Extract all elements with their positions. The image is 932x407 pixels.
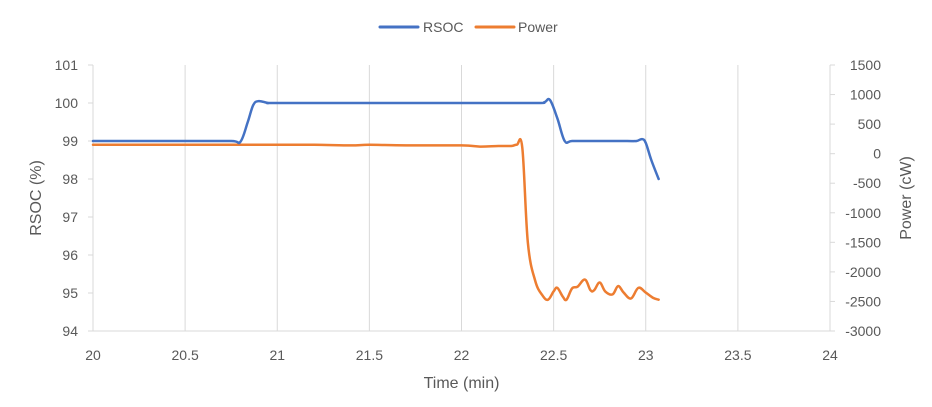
- grid-layer: [92, 65, 831, 331]
- left-tick-label: 95: [62, 285, 78, 301]
- x-tick-label: 22: [454, 347, 470, 363]
- series-line-rsoc: [91, 97, 660, 181]
- legend-label-power: Power: [518, 19, 558, 35]
- left-tick-label: 100: [55, 95, 79, 111]
- right-tick-label: -1000: [845, 205, 881, 221]
- right-tick-label: -1500: [845, 234, 881, 250]
- right-tick-label: 1500: [850, 57, 881, 73]
- x-tick-label: 21.5: [356, 347, 383, 363]
- x-tick-label: 24: [822, 347, 838, 363]
- right-tick-label: -3000: [845, 323, 881, 339]
- left-axis-title: RSOC (%): [28, 160, 45, 236]
- axis-layer: [88, 64, 835, 332]
- right-tick-label: -500: [853, 175, 881, 191]
- x-axis-title: Time (min): [424, 375, 500, 392]
- x-tick-label: 21: [269, 347, 285, 363]
- x-tick-label: 23: [638, 347, 654, 363]
- right-tick-label: 500: [858, 116, 882, 132]
- x-tick-label: 20.5: [172, 347, 199, 363]
- legend-label-rsoc: RSOC: [423, 19, 463, 35]
- right-tick-label: 0: [873, 146, 881, 162]
- series-line-power: [91, 137, 660, 302]
- left-tick-label: 96: [62, 247, 78, 263]
- x-tick-label: 23.5: [724, 347, 751, 363]
- left-tick-label: 101: [55, 57, 79, 73]
- right-axis-title: Power (cW): [898, 156, 915, 240]
- label-layer: 20 20.5 21 21.5 22 22.5 23 23.5 24 94 95 96 97 98 99 10…: [28, 57, 915, 392]
- left-tick-label: 99: [62, 133, 78, 149]
- series-layer: [91, 97, 660, 302]
- left-tick-label: 97: [62, 209, 78, 225]
- right-tick-label: -2000: [845, 264, 881, 280]
- right-tick-label: -2500: [845, 293, 881, 309]
- left-tick-label: 94: [62, 323, 78, 339]
- left-tick-label: 98: [62, 171, 78, 187]
- x-tick-label: 22.5: [540, 347, 567, 363]
- x-tick-label: 20: [85, 347, 101, 363]
- legend: RSOC Power: [378, 19, 558, 35]
- right-tick-label: 1000: [850, 87, 881, 103]
